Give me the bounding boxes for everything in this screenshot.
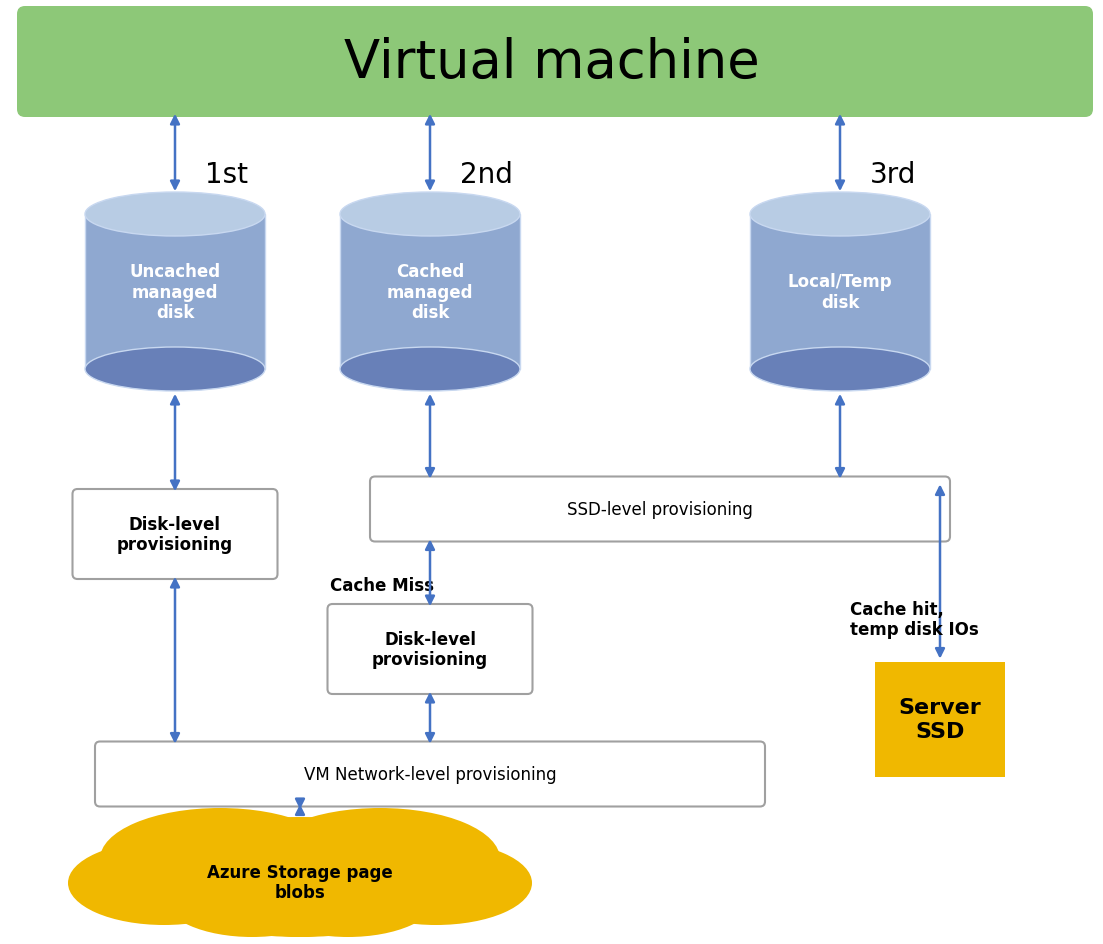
FancyBboxPatch shape xyxy=(370,477,950,542)
Ellipse shape xyxy=(219,865,381,937)
FancyBboxPatch shape xyxy=(73,490,278,580)
FancyBboxPatch shape xyxy=(95,742,765,806)
Ellipse shape xyxy=(85,347,265,392)
Text: 3rd: 3rd xyxy=(870,160,917,189)
Ellipse shape xyxy=(164,859,340,937)
Ellipse shape xyxy=(68,841,260,925)
Ellipse shape xyxy=(100,808,340,910)
Ellipse shape xyxy=(260,808,500,910)
Ellipse shape xyxy=(750,347,930,392)
Ellipse shape xyxy=(85,193,265,237)
Text: Uncached
managed
disk: Uncached managed disk xyxy=(129,262,221,322)
FancyBboxPatch shape xyxy=(875,662,1005,777)
Text: 1st: 1st xyxy=(205,160,248,189)
Polygon shape xyxy=(340,215,520,370)
Text: Server
SSD: Server SSD xyxy=(899,698,982,741)
Polygon shape xyxy=(85,215,265,370)
Text: Azure Storage page
blobs: Azure Storage page blobs xyxy=(207,863,393,902)
Text: Cache Miss: Cache Miss xyxy=(330,577,433,595)
FancyBboxPatch shape xyxy=(328,604,533,694)
Ellipse shape xyxy=(340,841,532,925)
FancyBboxPatch shape xyxy=(17,7,1093,118)
Ellipse shape xyxy=(260,859,436,937)
Polygon shape xyxy=(750,215,930,370)
Ellipse shape xyxy=(750,193,930,237)
Text: Virtual machine: Virtual machine xyxy=(344,37,759,89)
Text: 2nd: 2nd xyxy=(460,160,513,189)
Text: Disk-level
provisioning: Disk-level provisioning xyxy=(372,630,488,668)
Ellipse shape xyxy=(340,347,520,392)
Text: Cached
managed
disk: Cached managed disk xyxy=(387,262,473,322)
Ellipse shape xyxy=(140,818,460,937)
Text: Local/Temp
disk: Local/Temp disk xyxy=(788,273,892,312)
Text: Cache hit,
temp disk IOs: Cache hit, temp disk IOs xyxy=(850,600,978,639)
Ellipse shape xyxy=(340,193,520,237)
Text: SSD-level provisioning: SSD-level provisioning xyxy=(567,500,753,518)
Text: Disk-level
provisioning: Disk-level provisioning xyxy=(117,515,233,554)
Text: VM Network-level provisioning: VM Network-level provisioning xyxy=(303,766,556,784)
